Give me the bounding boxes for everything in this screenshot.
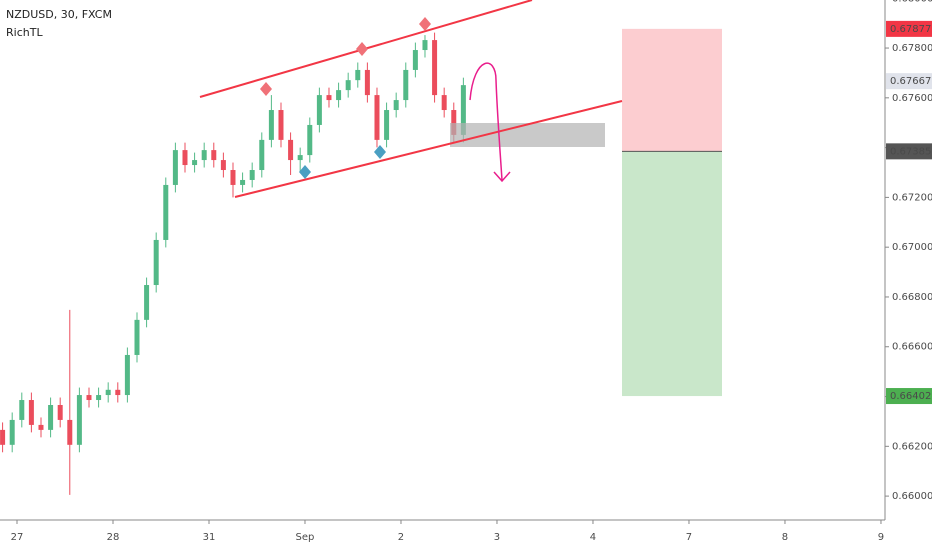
candle-body: [38, 424, 44, 430]
candle-body: [441, 95, 447, 111]
candle-body: [86, 395, 92, 401]
y-tick-label: 0.67200: [892, 192, 932, 203]
candle-body: [297, 155, 303, 161]
indicator-name: RichTL: [6, 26, 43, 39]
candle-body: [211, 150, 217, 161]
candle-body: [19, 400, 25, 420]
candle-body: [345, 80, 351, 91]
x-tick-label: 27: [11, 532, 24, 543]
candle-body: [163, 184, 169, 240]
candle-body: [240, 179, 246, 185]
candle-body: [9, 419, 15, 445]
price-label-box: [886, 20, 932, 37]
pivot-high: [356, 42, 368, 56]
candle-body: [278, 110, 284, 140]
candle-body: [374, 95, 380, 140]
chart-title: NZDUSD, 30, FXCM: [6, 8, 112, 21]
arrow: [469, 62, 503, 181]
candle-body: [288, 139, 294, 161]
candle-body: [134, 319, 140, 355]
candle-body: [57, 404, 63, 420]
candle-body: [364, 69, 370, 96]
candle-body: [249, 170, 255, 180]
candle-body: [76, 395, 82, 445]
stop-zone: [622, 28, 722, 152]
candle-body: [172, 150, 178, 185]
candle-body: [384, 110, 390, 140]
price-label-box: [886, 73, 932, 90]
candle-body: [201, 150, 207, 161]
candle-body: [326, 95, 332, 101]
channel-lower: [234, 100, 623, 198]
candle-body: [28, 400, 34, 425]
candle-body: [124, 354, 130, 396]
pivot-low: [299, 165, 311, 179]
x-tick-label: 31: [203, 532, 216, 543]
price-label: 0.66402: [890, 391, 931, 402]
x-tick-label: 28: [107, 532, 120, 543]
candle-body: [192, 160, 198, 166]
drawings: [199, 0, 623, 198]
y-tick-label: 0.67600: [892, 93, 932, 104]
candle-body: [230, 170, 236, 185]
candle-body: [355, 69, 361, 81]
candle-body: [115, 389, 121, 396]
candle-body: [460, 85, 466, 135]
candle-body: [307, 124, 313, 156]
y-tick-label: 0.67000: [892, 242, 932, 253]
price-label: 0.67667: [890, 76, 931, 87]
x-tick-label: 8: [782, 532, 788, 543]
y-tick-label: 0.66200: [892, 441, 932, 452]
candle-body: [48, 404, 54, 430]
y-tick-label: 0.67800: [892, 43, 932, 54]
candle-body: [268, 110, 274, 140]
candle-body: [316, 95, 322, 125]
x-tick-label: 4: [590, 532, 596, 543]
candle-body: [422, 40, 428, 51]
candle-body: [67, 419, 73, 445]
candle-body: [393, 100, 399, 111]
pivot-high: [260, 82, 272, 96]
candle-body: [451, 110, 457, 135]
candle-body: [144, 285, 150, 320]
pivot-high: [419, 17, 431, 31]
pivot-low: [374, 145, 386, 159]
candle-body: [182, 150, 188, 166]
x-tick-label: 9: [878, 532, 884, 543]
candle-body: [0, 429, 6, 445]
candle-body: [336, 90, 342, 101]
candle-body: [220, 160, 226, 171]
position-tool: [622, 28, 722, 397]
y-tick-label: 0.66800: [892, 292, 932, 303]
x-tick-label: 3: [494, 532, 500, 543]
price-label: 0.67877: [890, 24, 931, 35]
x-tick-label: 7: [686, 532, 692, 543]
candle-body: [403, 69, 409, 101]
price-label-box: [886, 143, 932, 160]
x-tick-label: 2: [398, 532, 404, 543]
candle-body: [96, 395, 102, 401]
y-tick-label: 0.66000: [892, 491, 932, 502]
candle-body: [412, 50, 418, 70]
x-tick-label: Sep: [296, 532, 315, 543]
candle-body: [259, 139, 265, 171]
target-zone: [622, 151, 722, 397]
zone: [450, 123, 605, 147]
price-label: 0.67385: [890, 146, 931, 157]
plot-area: [0, 32, 466, 495]
arrow-head: [493, 171, 511, 183]
candle-body: [105, 389, 111, 396]
y-tick-label: 0.66600: [892, 342, 932, 353]
axes: 0.660000.662000.664000.666000.668000.670…: [11, 0, 932, 543]
price-label-box: [886, 388, 932, 405]
candle-body: [153, 239, 159, 286]
candle-body: [432, 40, 438, 96]
